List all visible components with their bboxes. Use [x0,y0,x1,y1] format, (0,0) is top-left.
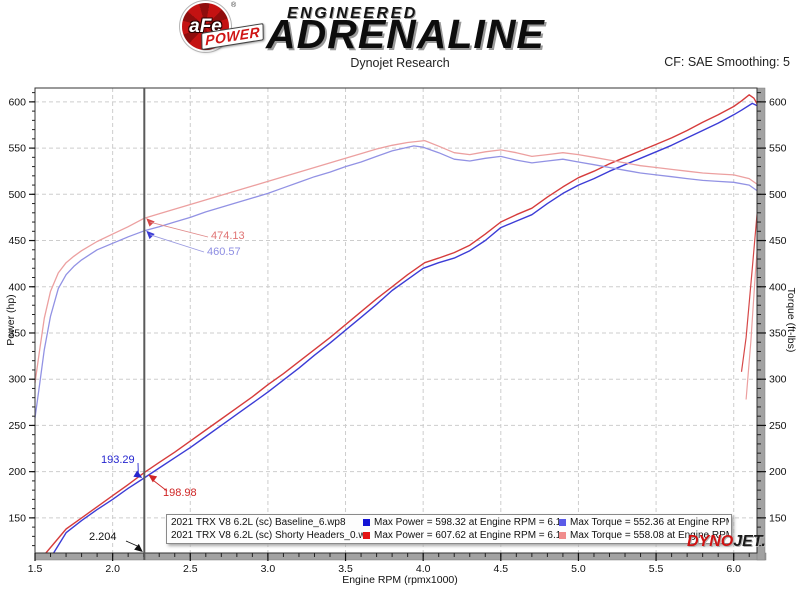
y-tick-label-right: 600 [769,96,787,108]
cursor-arrow-icon [148,474,158,483]
x-tick-label: 6.0 [726,563,741,575]
y-tick-label-left: 150 [8,512,26,524]
legend-max-power-text: Max Power = 607.62 at Engine RPM = 6.10 [374,530,559,541]
curve-torque_shorty [34,139,758,383]
cursor-arrow-icon [134,543,143,552]
x-tick-label: 2.0 [105,563,120,575]
power-shorty-swatch-icon [363,532,370,539]
y-tick-label-right: 450 [769,235,787,247]
y-tick-label-left: 400 [8,281,26,293]
legend-max-power: Max Power = 607.62 at Engine RPM = 6.10 [363,530,559,541]
y-tick-label-left: 600 [8,96,26,108]
y-tick-label-right: 350 [769,327,787,339]
y-tick-label-right: 400 [769,281,787,293]
chart-subtitle: Dynojet Research [350,56,450,70]
legend-row-shorty-headers: 2021 TRX V8 6.2L (sc) Shorty Headers_0.w… [171,529,729,542]
brand-adrenaline-text: ADRENALINE [266,11,545,57]
y-tick-label-left: 250 [8,420,26,432]
grid-lines [35,88,757,553]
legend-max-power-text: Max Power = 598.32 at Engine RPM = 6.12 [374,517,559,528]
x-axis-title-rpm: Engine RPM (rpmx1000) [342,574,458,586]
y-tick-label-left: 550 [8,143,26,155]
cursor-arrow-icon [133,470,143,478]
x-tick-label: 3.0 [261,563,276,575]
legend-run-name: 2021 TRX V8 6.2L (sc) Baseline_6.wp8 [171,517,346,528]
y-tick-label-left: 200 [8,466,26,478]
y-tick-label-left: 300 [8,374,26,386]
curve-power_baseline [53,102,760,554]
registered-trademark-icon: ® [231,2,237,9]
dynojet-logo: DYNOJET. [687,533,766,551]
cursor-markers [125,218,209,552]
legend-max-torque: Max Torque = 558.08 at Engine RPM = 4.01 [559,530,729,541]
y-tick-label-right: 200 [769,466,787,478]
torque-shorty-swatch-icon [559,532,566,539]
legend-max-torque: Max Torque = 552.36 at Engine RPM = 3.94 [559,517,729,528]
y-tick-label-left: 350 [8,327,26,339]
x-tick-label: 2.5 [183,563,198,575]
x-tick-label: 1.5 [28,563,43,575]
y-axis-title-torque: Torque (ft-lbs) [785,287,797,353]
axis-ticks: 150 150 200 200 250 250 300 300 350 350 400 400 450 4… [8,92,787,575]
cursor-value-torque-shorty: 474.13 [211,230,245,242]
legend-run-name: 2021 TRX V8 6.2L (sc) Shorty Headers_0.w… [171,530,363,541]
curve-torque_baseline [34,145,758,419]
x-tick-label: 3.5 [338,563,353,575]
dynojet-logo-jet: JET. [733,533,766,550]
curve-rundown_shorty_a [740,196,760,372]
x-tick-label: 5.0 [571,563,586,575]
y-tick-label-left: 450 [8,235,26,247]
dynojet-logo-dyno: DYNO [687,533,734,550]
y-tick-label-right: 550 [769,143,787,155]
y-tick-label-right: 250 [769,420,787,432]
cursor-value-power-shorty: 198.98 [163,487,197,499]
legend-max-torque-text: Max Torque = 552.36 at Engine RPM = 3.94 [570,517,729,528]
y-tick-label-right: 500 [769,189,787,201]
x-tick-label: 4.5 [494,563,509,575]
correction-factor-text: CF: SAE Smoothing: 5 [664,55,790,69]
y-tick-label-left: 500 [8,189,26,201]
cursor-rpm-label: 2.204 [89,531,117,543]
y-tick-label-right: 300 [769,374,787,386]
y-axis-title-power: Power (hp) [5,294,17,346]
brand-engineered-text: ENGINEERED [287,5,418,22]
x-tick-label: 5.5 [649,563,664,575]
cursor-value-power-baseline: 193.29 [101,454,135,466]
run-legend: 2021 TRX V8 6.2L (sc) Baseline_6.wp8 Max… [166,514,732,544]
cursor-value-torque-baseline: 460.57 [207,246,241,258]
y-tick-label-right: 150 [769,512,787,524]
torque-baseline-swatch-icon [559,519,566,526]
power-baseline-swatch-icon [363,519,370,526]
dyno-curves [34,94,763,554]
x-tick-label: 4.0 [416,563,431,575]
legend-max-torque-text: Max Torque = 558.08 at Engine RPM = 4.01 [570,530,729,541]
legend-row-baseline: 2021 TRX V8 6.2L (sc) Baseline_6.wp8 Max… [171,516,729,529]
curve-power_shorty [45,94,758,554]
legend-max-power: Max Power = 598.32 at Engine RPM = 6.12 [363,517,559,528]
